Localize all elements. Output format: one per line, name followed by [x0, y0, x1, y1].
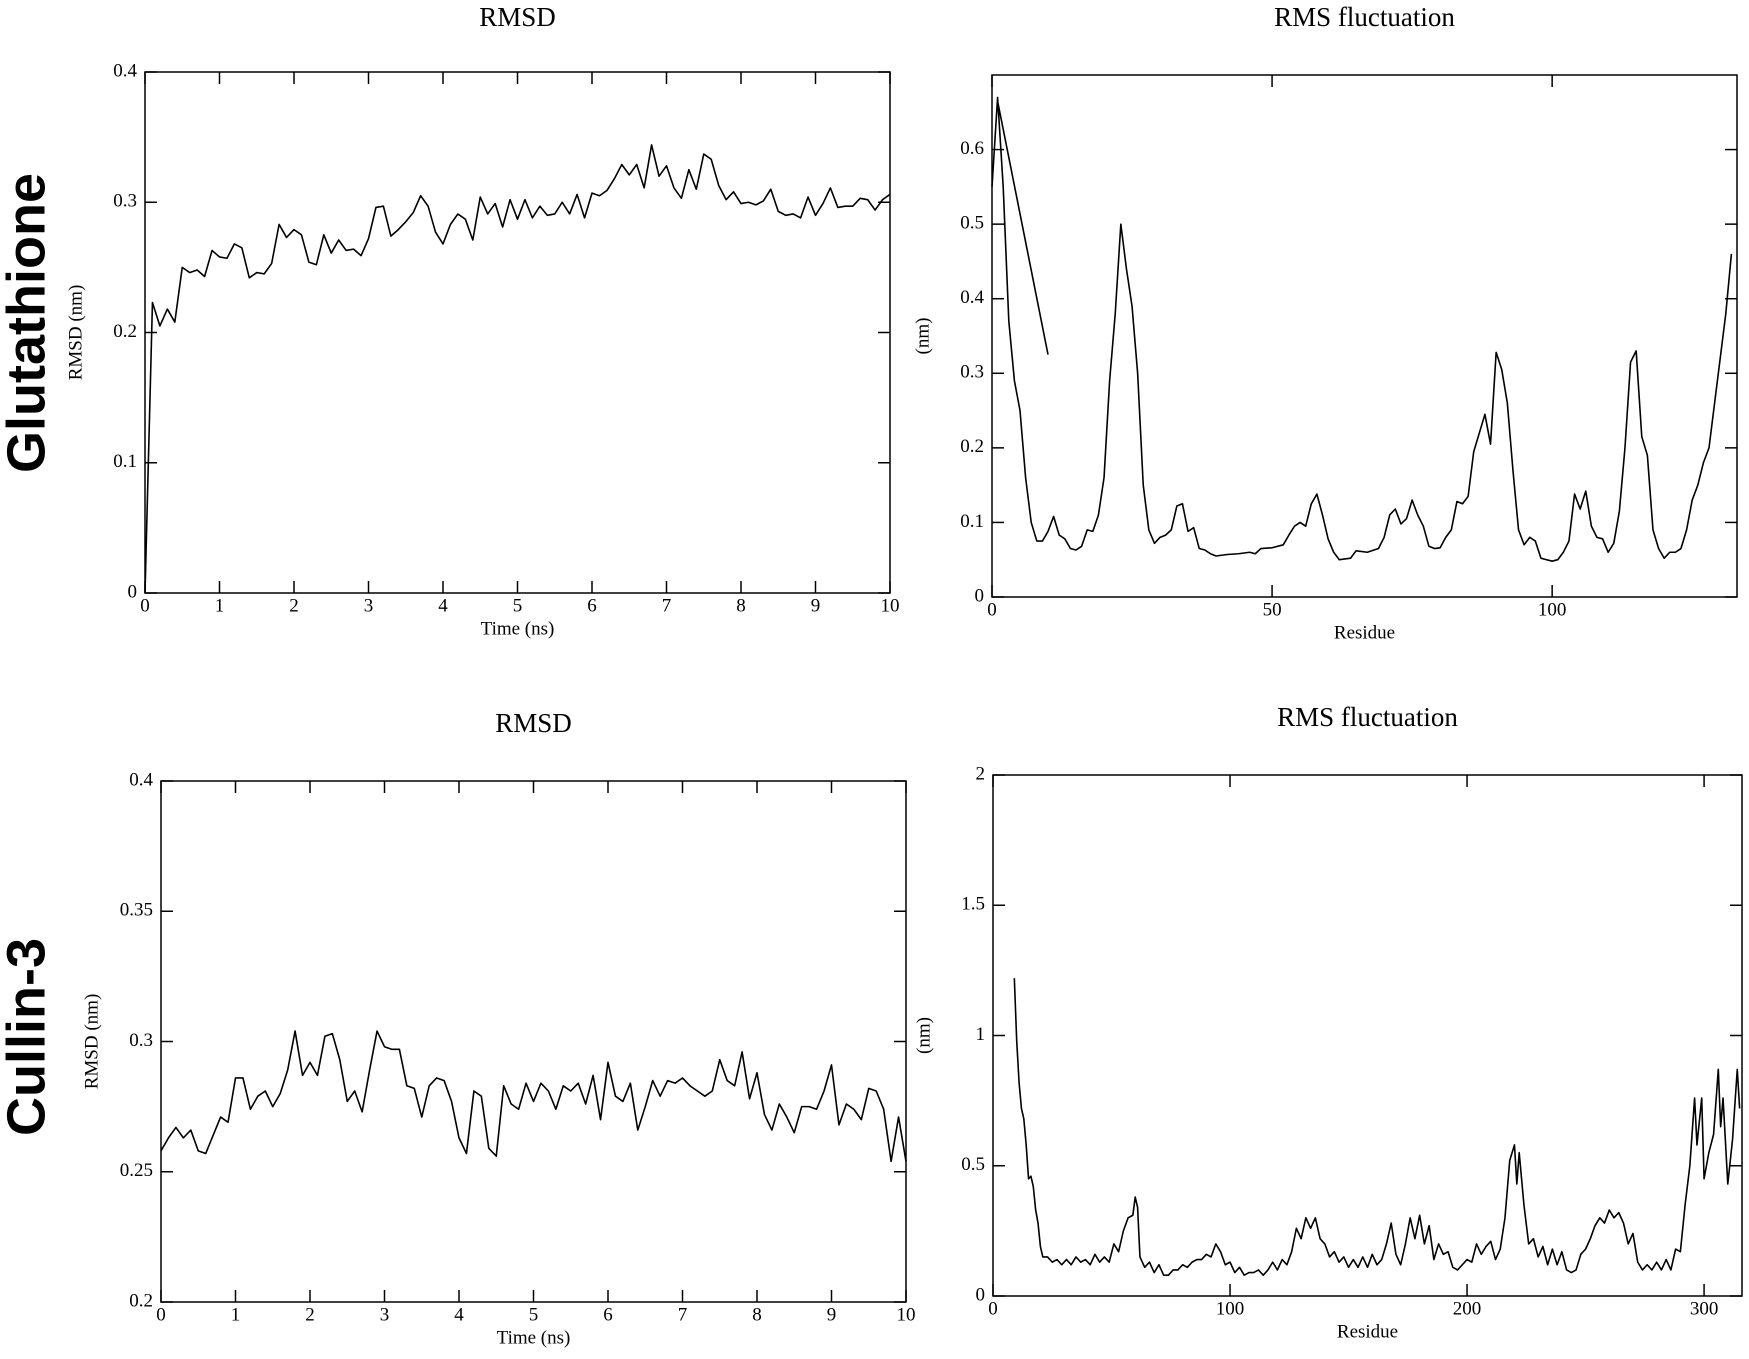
x-tick-label: 4 [438, 595, 448, 616]
x-tick-label: 0 [156, 1304, 166, 1325]
row-label: Glutathione [0, 173, 56, 473]
y-tick-label: 2 [976, 763, 986, 784]
y-tick-label: 1.5 [961, 894, 985, 915]
y-tick-label: 0.3 [129, 1030, 153, 1051]
x-tick-label: 3 [380, 1304, 390, 1325]
chart-title: RMS fluctuation [1274, 2, 1455, 32]
chart-title: RMS fluctuation [1277, 702, 1458, 732]
y-axis-label: (nm) [913, 1017, 934, 1054]
y-tick-label: 0 [975, 585, 985, 606]
y-tick-label: 0.4 [960, 287, 984, 308]
x-tick-label: 300 [1690, 1298, 1719, 1319]
x-tick-label: 2 [289, 595, 299, 616]
y-tick-label: 0.2 [960, 436, 984, 457]
y-tick-label: 1 [976, 1024, 986, 1045]
y-tick-label: 0.2 [129, 1290, 153, 1311]
x-tick-label: 8 [736, 595, 746, 616]
x-tick-label: 1 [231, 1304, 241, 1325]
x-tick-label: 0 [988, 1298, 998, 1319]
x-tick-label: 9 [827, 1304, 837, 1325]
data-line [160, 1030, 907, 1163]
x-tick-label: 10 [897, 1304, 916, 1325]
x-tick-label: 5 [513, 595, 523, 616]
x-tick-label: 10 [881, 595, 900, 616]
chart-title: RMSD [479, 2, 556, 32]
y-tick-label: 0.6 [960, 138, 984, 159]
y-axis-label: RMSD (nm) [81, 994, 102, 1090]
x-tick-label: 5 [529, 1304, 539, 1325]
y-tick-label: 0.35 [120, 900, 153, 921]
y-tick-label: 0.1 [113, 451, 137, 472]
y-tick-label: 0.3 [113, 191, 137, 212]
x-tick-label: 1 [215, 595, 225, 616]
y-axis-label: (nm) [912, 318, 933, 355]
x-tick-label: 4 [454, 1304, 464, 1325]
plot-frame [991, 74, 1738, 598]
x-tick-label: 0 [987, 599, 997, 620]
y-tick-label: 0.1 [960, 511, 984, 532]
y-tick-label: 0.5 [960, 213, 984, 234]
x-tick-label: 8 [752, 1304, 762, 1325]
y-tick-label: 0 [976, 1284, 986, 1305]
y-tick-label: 0.4 [113, 60, 137, 81]
row-label: Cullin-3 [0, 938, 56, 1136]
x-tick-label: 0 [140, 595, 150, 616]
x-tick-label: 100 [1216, 1298, 1245, 1319]
x-tick-label: 2 [305, 1304, 315, 1325]
y-tick-label: 0 [128, 581, 138, 602]
plot-frame [160, 780, 907, 1303]
y-tick-label: 0.3 [960, 362, 984, 383]
data-line [1013, 978, 1741, 1276]
y-axis-label: RMSD (nm) [65, 285, 86, 381]
x-tick-label: 6 [587, 595, 597, 616]
x-tick-label: 7 [662, 595, 672, 616]
y-tick-label: 0.2 [113, 321, 137, 342]
x-axis-label: Time (ns) [481, 618, 555, 639]
x-axis-label: Residue [1334, 622, 1395, 643]
x-tick-label: 3 [364, 595, 374, 616]
x-axis-label: Residue [1337, 1321, 1398, 1342]
y-tick-label: 0.5 [961, 1154, 985, 1175]
y-tick-label: 0.25 [120, 1160, 153, 1181]
x-tick-label: 50 [1263, 599, 1282, 620]
y-tick-label: 0.4 [129, 769, 153, 790]
x-tick-label: 9 [811, 595, 821, 616]
plot-frame [144, 71, 891, 594]
x-tick-label: 100 [1538, 599, 1567, 620]
x-tick-label: 6 [603, 1304, 613, 1325]
x-axis-label: Time (ns) [497, 1327, 571, 1348]
data-line [991, 96, 1733, 563]
data-line [144, 144, 891, 594]
x-tick-label: 7 [678, 1304, 688, 1325]
x-tick-label: 200 [1453, 1298, 1482, 1319]
plot-frame [992, 774, 1743, 1297]
chart-title: RMSD [495, 708, 572, 738]
